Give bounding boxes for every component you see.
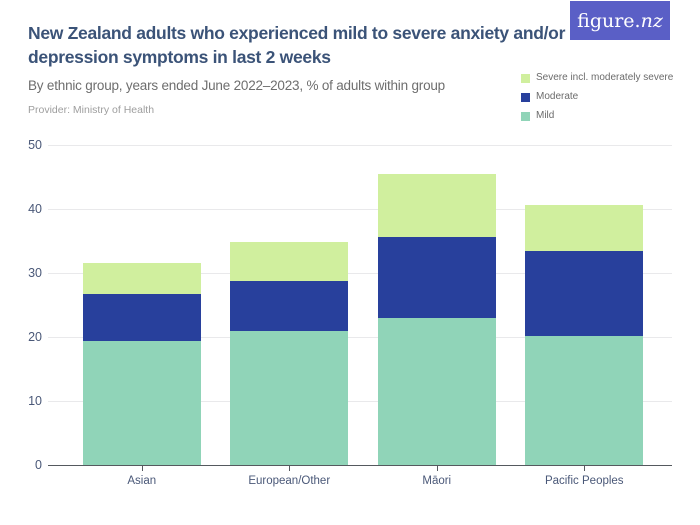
chart-legend: Severe incl. moderately severe Moderate Mi…	[521, 72, 673, 129]
chart-subtitle: By ethnic group, years ended June 2022–2…	[28, 78, 445, 93]
x-axis-label-pacific-peoples: Pacific Peoples	[544, 475, 624, 487]
gridline-20	[48, 336, 672, 338]
bar-asian	[82, 263, 201, 465]
bar-maori	[377, 174, 496, 465]
y-axis-tick-label-50: 50	[28, 138, 42, 152]
bar-pacific-peoples	[525, 204, 644, 465]
bar-segment-mild-maori[interactable]	[377, 318, 496, 465]
legend-item-severe-incl-moderately-severe: Severe incl. moderately severe	[521, 72, 673, 84]
legend-item-mild: Mild	[521, 110, 673, 122]
x-axis-label-asian: Asian	[127, 475, 157, 487]
logo-text: figure.nz	[577, 9, 663, 32]
bar-segment-severe-incl-moderately-severe-european-other[interactable]	[230, 242, 349, 282]
legend-swatch-icon	[521, 92, 530, 102]
category-band-pacific-peoples: Pacific Peoples	[511, 145, 659, 487]
y-axis: 0 10 20 30 40 50	[0, 138, 42, 472]
bar-european-other	[230, 242, 349, 465]
bar-segment-severe-incl-moderately-severe-pacific-peoples[interactable]	[525, 204, 644, 252]
bar-segment-moderate-maori[interactable]	[377, 236, 496, 319]
bar-segment-mild-asian[interactable]	[82, 340, 201, 465]
x-axis-tick-maori	[436, 466, 438, 471]
gridline-10	[48, 400, 672, 402]
x-axis-tick-european-other	[289, 466, 291, 471]
gridline-50	[48, 144, 672, 146]
y-axis-tick-label-20: 20	[28, 330, 42, 344]
category-band-asian: Asian	[68, 145, 216, 487]
x-axis-tick-asian	[141, 466, 143, 471]
x-axis-label-european-other: European/Other	[248, 475, 331, 487]
x-axis-label-maori: Māori	[422, 475, 452, 487]
y-axis-tick-label-0: 0	[35, 458, 42, 472]
chart-title: New Zealand adults who experienced mild …	[28, 23, 566, 67]
legend-swatch-icon	[521, 111, 530, 121]
figurenz-logo[interactable]: figure.nz	[570, 1, 670, 40]
x-axis-line	[48, 465, 672, 466]
bar-segment-severe-incl-moderately-severe-asian[interactable]	[82, 263, 201, 295]
chart-provider: Provider: Ministry of Health	[28, 104, 155, 116]
legend-item-moderate: Moderate	[521, 91, 673, 103]
gridline-40	[48, 208, 672, 210]
legend-swatch-icon	[521, 73, 530, 83]
plot-area: Asian European/Other Māori Pacific Peoples	[48, 144, 672, 487]
bar-segment-severe-incl-moderately-severe-maori[interactable]	[377, 174, 496, 237]
legend-label: Severe incl. moderately severe	[536, 72, 674, 83]
bar-segment-moderate-european-other[interactable]	[230, 281, 349, 332]
category-band-european-other: European/Other	[216, 145, 364, 487]
y-axis-tick-label-30: 30	[28, 266, 42, 280]
legend-label: Moderate	[536, 91, 579, 102]
category-band-maori: Māori	[363, 145, 511, 487]
legend-label: Mild	[536, 110, 555, 121]
y-axis-tick-label-10: 10	[28, 394, 42, 408]
y-axis-tick-label-40: 40	[28, 202, 42, 216]
x-axis-tick-pacific-peoples	[584, 466, 586, 471]
bar-segment-moderate-pacific-peoples[interactable]	[525, 251, 644, 337]
bar-segment-mild-pacific-peoples[interactable]	[525, 336, 644, 465]
bar-segment-mild-european-other[interactable]	[230, 331, 349, 465]
bars-area: Asian European/Other Māori Pacific Peoples	[68, 145, 659, 487]
bar-segment-moderate-asian[interactable]	[82, 294, 201, 341]
gridline-30	[48, 272, 672, 274]
